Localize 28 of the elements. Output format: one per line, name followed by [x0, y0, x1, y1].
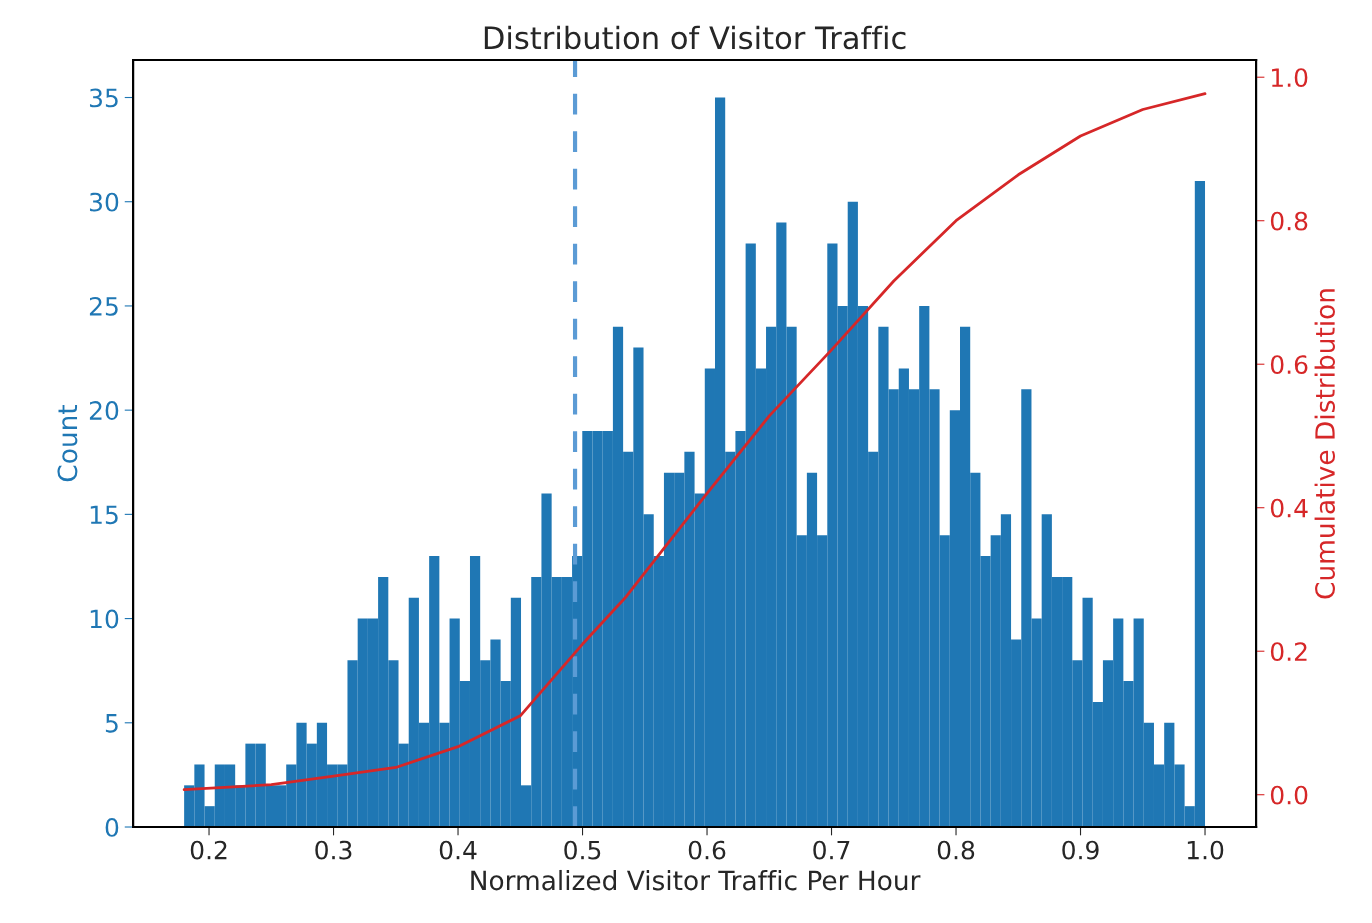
y2-tick-label: 0.0 — [1270, 785, 1308, 805]
x-tick-label: 0.6 — [688, 840, 726, 860]
y-tick-label: 20 — [89, 401, 119, 421]
y-tick-label: 15 — [90, 505, 118, 525]
x-tick-label: 0.5 — [564, 840, 601, 860]
x-tick-label: 0.4 — [439, 840, 477, 860]
y-axis-title: Count — [57, 404, 78, 482]
y-tick-label: 5 — [105, 714, 118, 733]
y2-tick-label: 0.8 — [1270, 211, 1308, 231]
x-axis-title: Normalized Visitor Traffic Per Hour — [471, 869, 921, 891]
y2-tick-label: 0.2 — [1270, 642, 1307, 662]
y2-tick-label: 0.6 — [1270, 355, 1308, 375]
x-tick-label: 0.2 — [190, 840, 227, 860]
x-tick-label: 0.3 — [315, 840, 352, 860]
y-tick-label: 25 — [89, 296, 118, 316]
chart-title: Distribution of Visitor Traffic — [484, 25, 906, 50]
y-tick-label: 0 — [105, 817, 119, 837]
y2-tick-label: 1.0 — [1272, 68, 1308, 88]
y-tick-label: 35 — [89, 88, 118, 108]
y-tick-label: 10 — [90, 609, 119, 629]
y-tick-label: 30 — [89, 192, 119, 212]
y2-axis-title: Cumulative Distribution — [1314, 289, 1335, 599]
x-tick-label: 0.8 — [937, 840, 975, 860]
x-tick-label: 0.9 — [1062, 840, 1099, 860]
y2-tick-label: 0.4 — [1270, 498, 1308, 518]
x-tick-label: 1.0 — [1187, 840, 1224, 860]
x-tick-label: 0.7 — [813, 840, 850, 860]
line-series — [182, 92, 1207, 792]
